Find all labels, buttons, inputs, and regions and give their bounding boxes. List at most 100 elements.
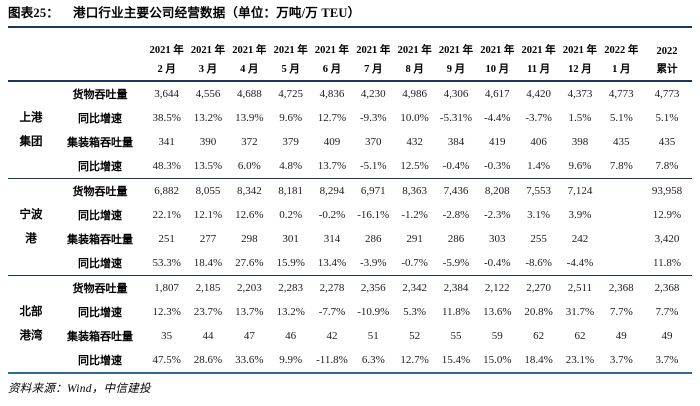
cell-value: -1.2%	[401, 209, 428, 221]
cell-value: -4.4%	[484, 112, 511, 124]
cell-value: 49	[661, 330, 673, 342]
cell-value: 4,725	[278, 88, 304, 100]
group-label: 宁波 港	[19, 208, 43, 245]
header-year: 2021 年	[480, 45, 515, 56]
cell-value: 3.9%	[568, 209, 592, 221]
cell-value: 53.3%	[152, 257, 181, 269]
company-group: 北部 港湾 货物吞吐量 1,807 2,185 2,203 2,283 2,278 2,356…	[8, 275, 692, 374]
cell-value: 2,122	[484, 282, 510, 294]
table-row: 集装箱吞吐量 341 390 372 379 409 370 432 384 419 406 398 4…	[8, 130, 692, 154]
cell-value: -8.6%	[525, 257, 552, 269]
cell-value: 8,181	[278, 185, 304, 197]
cell-value: 20.8%	[524, 306, 553, 318]
cell-value: 384	[447, 136, 465, 148]
cell-value: 1.4%	[527, 160, 551, 172]
cell-value: 13.2%	[193, 112, 223, 124]
cell-value: -2.3%	[484, 209, 511, 221]
row-label: 同比增速	[78, 113, 122, 125]
cell-value: 6.0%	[237, 160, 261, 172]
cell-value: 12.7%	[400, 354, 429, 366]
cell-value: 0.2%	[279, 209, 303, 221]
cell-value: 47.5%	[152, 354, 181, 366]
company-group: 上港 集团 货物吞吐量 3,644 4,556 4,688 4,725 4,836 4,230…	[8, 81, 692, 179]
row-label: 同比增速	[78, 307, 122, 319]
cell-value: 298	[241, 233, 258, 245]
cell-value	[601, 203, 642, 227]
cell-value: 55	[450, 330, 462, 342]
cell-value: -11.8%	[316, 354, 348, 366]
table-row: 同比增速 47.5% 28.6% 33.6% 9.9% -11.8% 6.3% 12.7% 15…	[8, 348, 692, 373]
table-row: 同比增速 53.3% 18.4% 27.6% 15.9% 13.4% -3.9% -0.7% -…	[8, 251, 692, 276]
cell-value: 59	[491, 330, 503, 342]
cell-value: 12.3%	[152, 306, 181, 318]
cell-value: 4,420	[526, 88, 551, 100]
cell-value: 4,373	[567, 88, 593, 100]
header-month: 6 月	[322, 64, 342, 75]
cell-value: 52	[409, 330, 421, 342]
cell-value: -0.2%	[318, 209, 346, 221]
cell-value: 301	[282, 233, 299, 245]
cell-value: 4,773	[608, 88, 634, 100]
cell-value: 48.3%	[152, 160, 181, 172]
cell-value: 31.7%	[565, 306, 595, 318]
cell-value: 4.8%	[279, 160, 303, 172]
cell-value: 18.4%	[524, 354, 553, 366]
header-month: 12 月	[568, 64, 592, 75]
cell-value: 23.1%	[565, 354, 595, 366]
cell-value: 1.5%	[568, 112, 592, 124]
cell-value: 4,230	[360, 88, 386, 100]
header-month: 11 月	[527, 64, 551, 75]
cell-value: 4,836	[319, 88, 345, 100]
source-note: 资料来源：Wind，中信建投	[8, 383, 151, 395]
cell-value: 12.7%	[317, 112, 347, 124]
header-year: 2021 年	[562, 45, 597, 56]
cell-value: 49	[615, 330, 627, 342]
cell-value: 409	[323, 136, 341, 148]
row-label: 集装箱吞吐量	[67, 137, 133, 149]
cell-value: 13.9%	[235, 112, 264, 124]
cell-value: 4,986	[402, 88, 427, 100]
row-label: 集装箱吞吐量	[67, 331, 133, 343]
cell-value: 12.9%	[652, 209, 682, 221]
cell-value: 255	[530, 233, 547, 245]
title-divider	[8, 26, 692, 28]
cell-value: 51	[367, 330, 379, 342]
table-row: 宁波 港 货物吞吐量 6,882 8,055 8,342 8,181 8,294 6,971 8…	[8, 179, 692, 245]
cell-value: 13.5%	[193, 160, 223, 172]
cell-value: 11.8%	[441, 306, 470, 318]
cell-value: 38.5%	[152, 112, 181, 124]
cell-value: 93,958	[651, 185, 683, 197]
table-row: 集装箱吞吐量 35 44 47 46 42 51 52 55 59 62 62 49 49	[8, 324, 692, 348]
header-year: 2022	[656, 46, 678, 57]
table-row: 上港 集团 货物吞吐量 3,644 4,556 4,688 4,725 4,836 4,230…	[8, 81, 692, 148]
cell-value: 8,055	[195, 185, 221, 197]
group-label: 北部 港湾	[19, 305, 43, 342]
cell-value: 341	[158, 136, 175, 148]
row-label: 同比增速	[78, 161, 122, 173]
cell-value: 2,283	[278, 282, 304, 294]
cell-value: 303	[489, 233, 506, 245]
cell-value: 5.1%	[655, 112, 679, 124]
header-month: 7 月	[364, 64, 383, 75]
row-label: 同比增速	[78, 210, 122, 222]
header-month: 5 月	[281, 64, 300, 75]
cell-value: 22.1%	[152, 209, 181, 221]
cell-value: -3.7%	[525, 112, 552, 124]
cell-value: 10.0%	[400, 112, 429, 124]
cell-value: 12.6%	[235, 209, 264, 221]
cell-value: -9.3%	[360, 112, 387, 124]
cell-value: 13.2%	[276, 306, 305, 318]
cell-value: 13.7%	[317, 160, 347, 172]
row-label: 同比增速	[78, 258, 122, 270]
header-year: 2021 年	[273, 45, 308, 56]
header-year: 2021 年	[397, 45, 432, 56]
figure-title-text: 港口行业主要公司经营数据（单位：万吨/万 TEU）	[73, 6, 361, 20]
cell-value: 13.7%	[235, 306, 264, 318]
table-row: 集装箱吞吐量 251 277 298 301 314 286 291 286 303 255 242 3…	[8, 227, 692, 251]
cell-value: -7.7%	[318, 306, 346, 318]
figure-tag: 图表25：	[8, 6, 60, 20]
data-table: 2021 年 2021 年 2021 年 2021 年 2021 年 2021 年 2021…	[8, 28, 692, 374]
row-label: 同比增速	[78, 355, 122, 367]
row-label: 货物吞吐量	[72, 89, 128, 101]
